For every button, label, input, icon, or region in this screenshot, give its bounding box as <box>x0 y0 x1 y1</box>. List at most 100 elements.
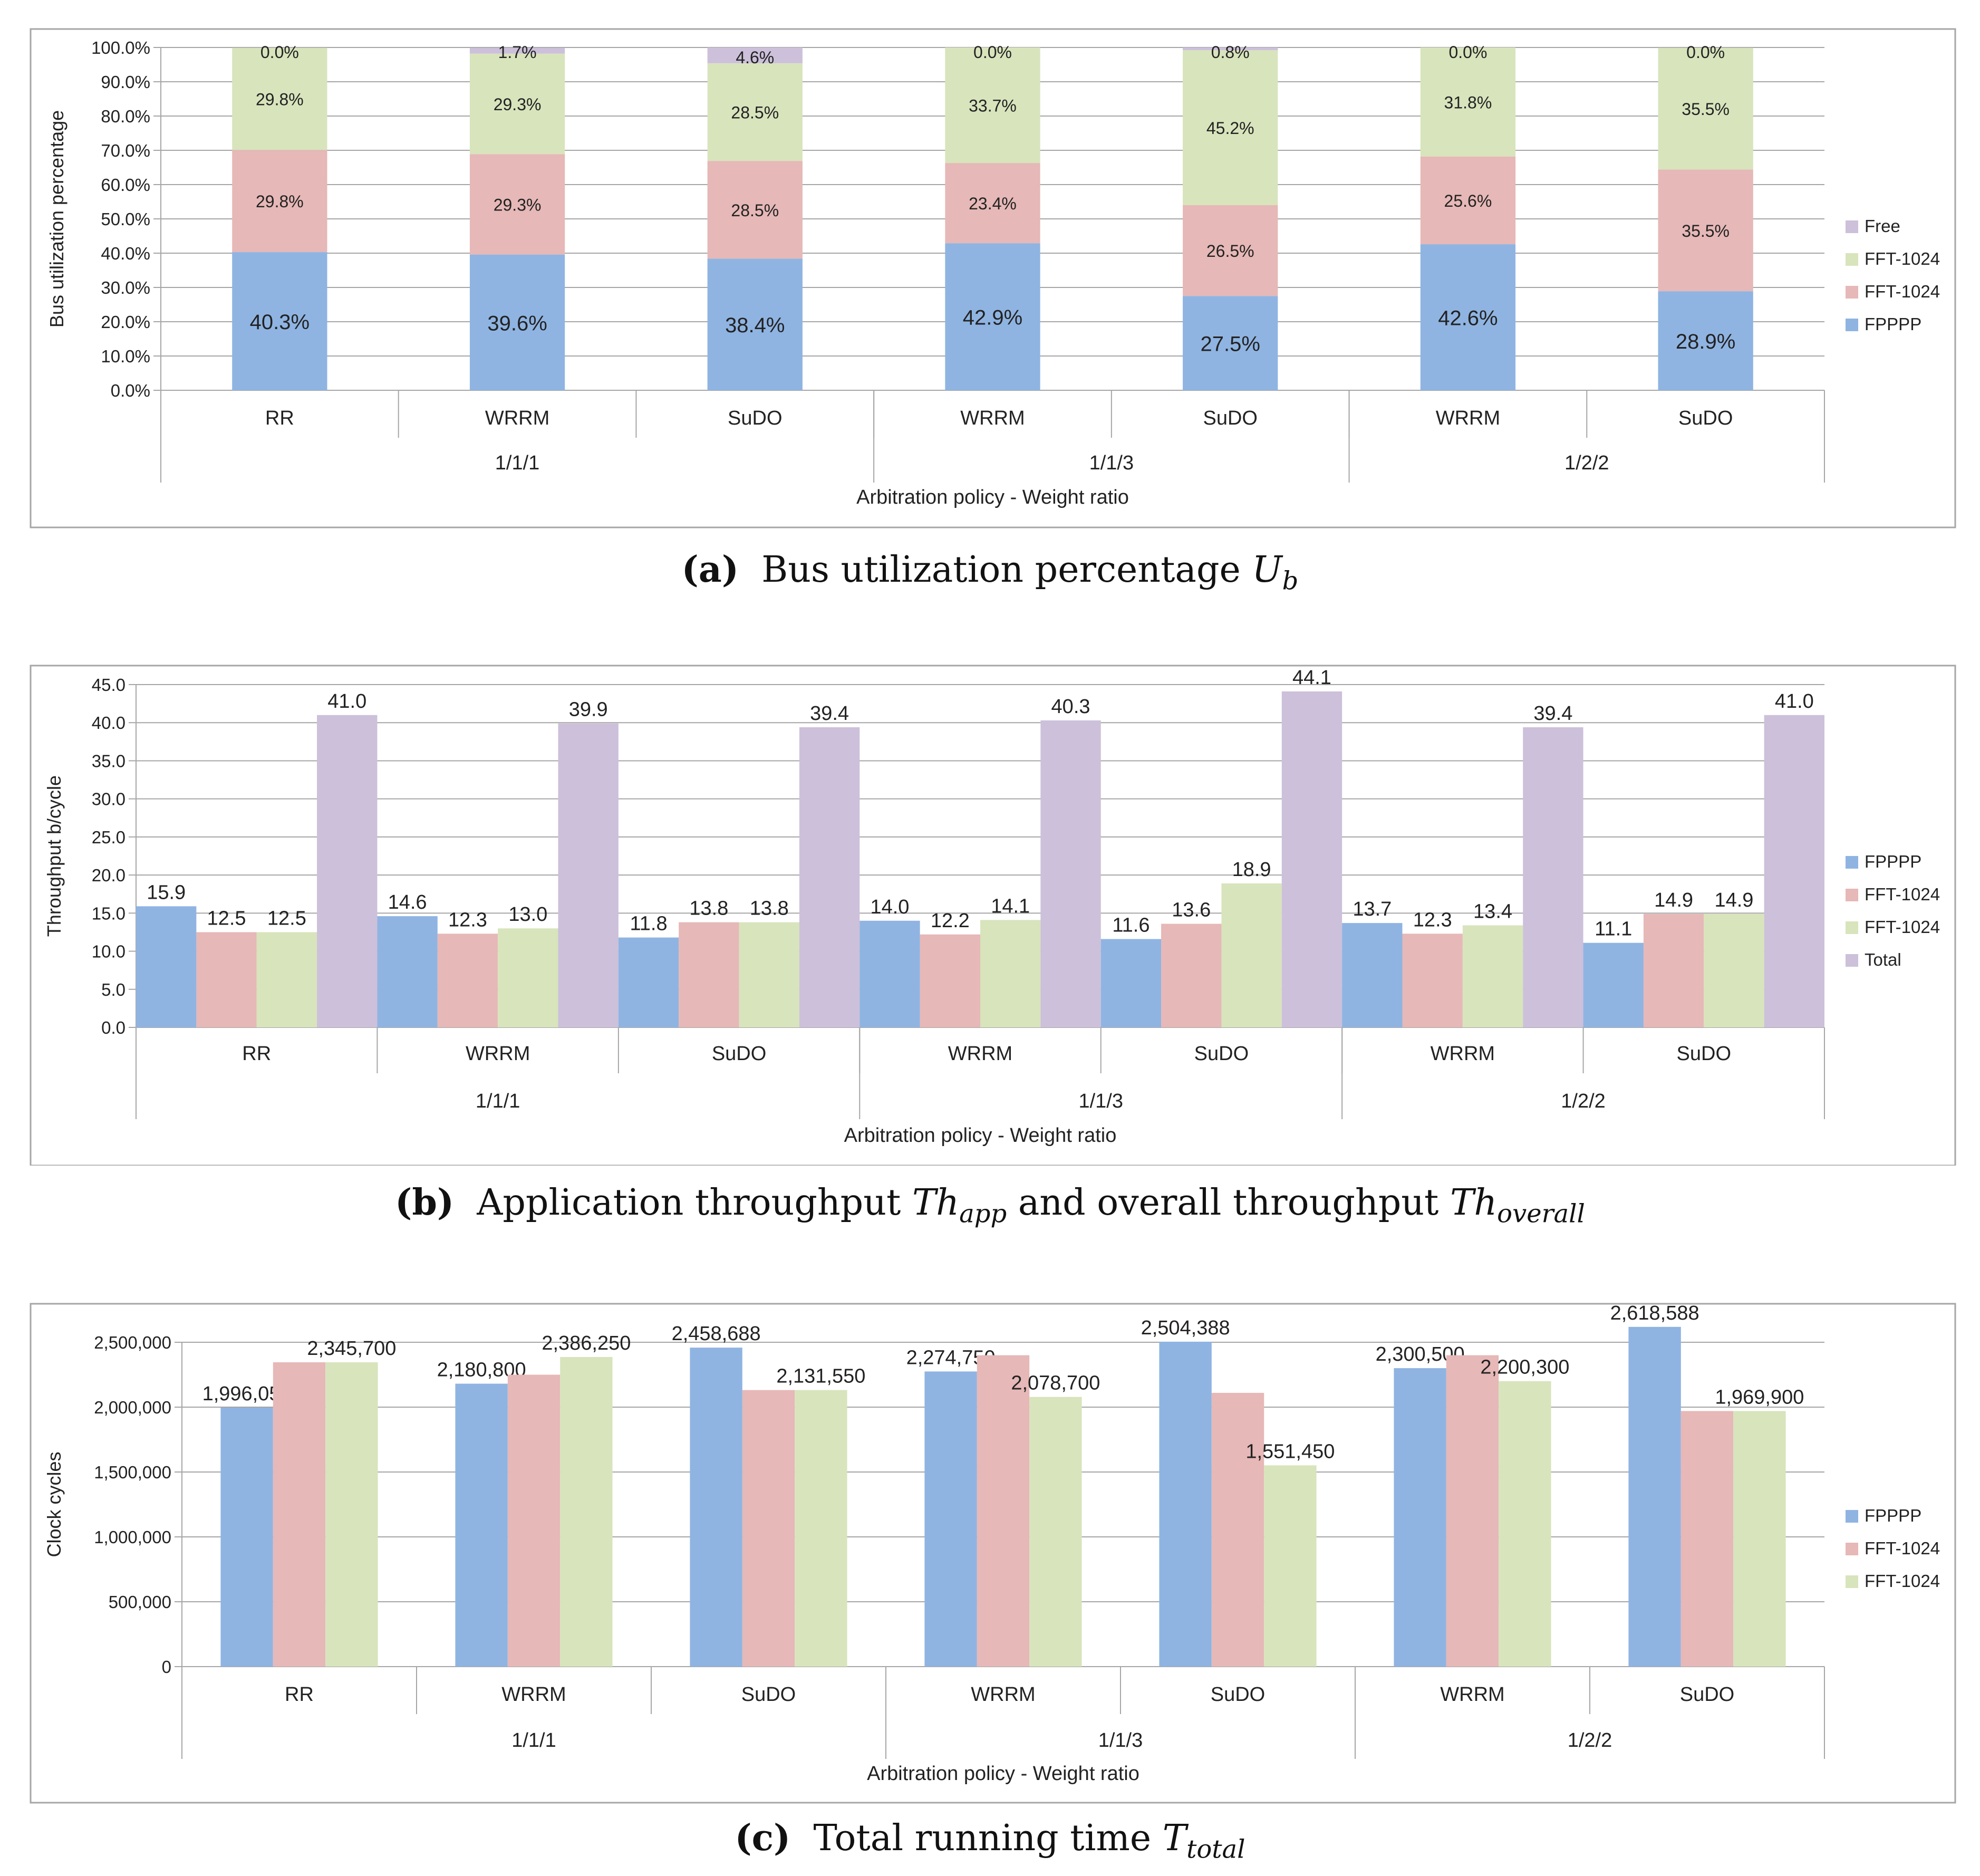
data-label: 1,551,450 <box>1245 1440 1335 1463</box>
x-group-label: 1/1/3 <box>1098 1729 1143 1752</box>
legend-label: FPPPP <box>1865 1506 1921 1525</box>
y-axis-title: Clock cycles <box>43 1451 65 1557</box>
bar <box>1733 1411 1786 1667</box>
legend-swatch <box>1846 856 1858 869</box>
data-label: 40.3% <box>250 311 310 334</box>
data-label: 45.2% <box>1206 119 1254 138</box>
legend-label: Total <box>1865 950 1901 969</box>
x-category-label: SuDO <box>1211 1683 1265 1706</box>
y-tick-label: 0.0% <box>111 381 150 400</box>
y-tick-label: 500,000 <box>109 1592 171 1612</box>
bar-segment <box>1420 156 1516 245</box>
legend-label: FFT-1024 <box>1865 1538 1940 1558</box>
x-group-label: 1/2/2 <box>1564 452 1609 474</box>
chart-panel-a: 0.0% 10.0% 20.0% 30.0% 40.0% 50.0% 60.0% 70.0% 8… <box>0 0 1980 596</box>
caption-c-subscript: total <box>1186 1834 1245 1864</box>
bar <box>558 723 619 1027</box>
x-group-label: 1/1/1 <box>476 1090 520 1112</box>
x-category-label: WRRM <box>960 407 1025 429</box>
x-category-label: RR <box>285 1683 314 1706</box>
data-label: 13.6 <box>1172 899 1211 921</box>
bar <box>1394 1368 1446 1667</box>
y-tick-label: 60.0% <box>101 175 150 195</box>
data-label: 14.0 <box>870 896 909 918</box>
bar <box>618 937 679 1027</box>
data-label: 41.0 <box>327 690 366 713</box>
y-tick-label: 50.0% <box>101 209 150 229</box>
y-tick-label: 80.0% <box>101 107 150 126</box>
legend-label: FFT-1024 <box>1865 249 1940 268</box>
y-tick-label: 0 <box>162 1657 171 1677</box>
bar-segment <box>1658 47 1753 170</box>
x-category-label: SuDO <box>1677 1043 1731 1065</box>
bar-segment <box>1420 244 1516 390</box>
bar <box>924 1371 977 1667</box>
data-label: 2,345,700 <box>307 1338 396 1360</box>
legend-swatch <box>1846 954 1858 967</box>
bar <box>377 916 438 1027</box>
bar <box>859 920 920 1027</box>
x-axis-title: Arbitration policy - Weight ratio <box>867 1763 1139 1785</box>
bar <box>220 1407 273 1667</box>
data-label: 13.4 <box>1473 900 1512 922</box>
data-label: 0.0% <box>1448 43 1487 62</box>
x-group-label: 1/1/3 <box>1078 1090 1123 1112</box>
data-label: 27.5% <box>1201 333 1260 356</box>
bar-segment <box>1183 205 1278 296</box>
data-label: 29.3% <box>494 195 542 214</box>
x-group-label: 1/1/3 <box>1089 452 1134 474</box>
y-axis-title: Bus utilization percentage <box>46 110 67 328</box>
data-label: 14.1 <box>991 895 1030 917</box>
bar <box>1680 1411 1734 1667</box>
bar-segment <box>1183 47 1278 51</box>
caption-b-subscript2: overall <box>1497 1199 1585 1229</box>
bar <box>1342 923 1403 1027</box>
caption-c-text: Total running time <box>813 1817 1152 1859</box>
bar <box>1264 1465 1317 1667</box>
data-label: 14.9 <box>1654 889 1693 911</box>
caption-a-text: Bus utilization percentage <box>761 549 1241 591</box>
legend-swatch <box>1846 319 1858 331</box>
x-category-label: WRRM <box>1436 407 1500 429</box>
legend-label: FPPPP <box>1865 314 1921 334</box>
data-label: 28.9% <box>1676 330 1735 353</box>
data-label: 13.8 <box>750 898 789 920</box>
bar <box>1704 913 1764 1027</box>
x-category-label: RR <box>242 1043 271 1065</box>
data-label: 15.9 <box>147 881 186 903</box>
x-category-label: WRRM <box>485 407 549 429</box>
bar-segment <box>945 243 1040 390</box>
bar-segment <box>469 154 565 255</box>
bar-segment <box>232 252 327 390</box>
legend-swatch <box>1846 286 1858 299</box>
x-category-label: SuDO <box>728 407 782 429</box>
bar <box>273 1362 326 1667</box>
bar <box>679 922 739 1027</box>
bar <box>980 920 1041 1027</box>
legend-swatch <box>1846 921 1858 934</box>
y-tick-label: 2,500,000 <box>94 1333 171 1352</box>
bar-segment <box>945 163 1040 244</box>
data-label: 35.5% <box>1682 222 1730 240</box>
y-tick-label: 40.0 <box>92 713 125 733</box>
data-label: 1,969,900 <box>1715 1386 1804 1408</box>
bar-segment <box>1658 291 1753 390</box>
bar <box>1764 715 1824 1027</box>
data-label: 39.6% <box>487 312 547 335</box>
caption-b: (b) Application throughput Thapp and ove… <box>0 1181 1980 1229</box>
data-label: 12.5 <box>267 907 306 929</box>
y-tick-label: 0.0 <box>101 1018 125 1037</box>
x-category-label: SuDO <box>712 1043 766 1065</box>
legend-swatch <box>1846 889 1858 901</box>
x-group-label: 1/2/2 <box>1568 1729 1612 1752</box>
y-tick-label: 20.0% <box>101 312 150 332</box>
bar <box>1211 1392 1264 1667</box>
data-label: 38.4% <box>725 314 785 337</box>
data-label: 11.1 <box>1595 918 1632 940</box>
data-label: 2,078,700 <box>1011 1372 1100 1394</box>
y-tick-label: 35.0 <box>92 751 125 771</box>
data-label: 29.8% <box>256 192 304 211</box>
running-time-chart: 0 500,000 1,000,000 1,500,000 2,000,000 2,500… <box>30 1302 1956 1804</box>
bar <box>1281 691 1342 1027</box>
data-label: 41.0 <box>1775 690 1814 713</box>
